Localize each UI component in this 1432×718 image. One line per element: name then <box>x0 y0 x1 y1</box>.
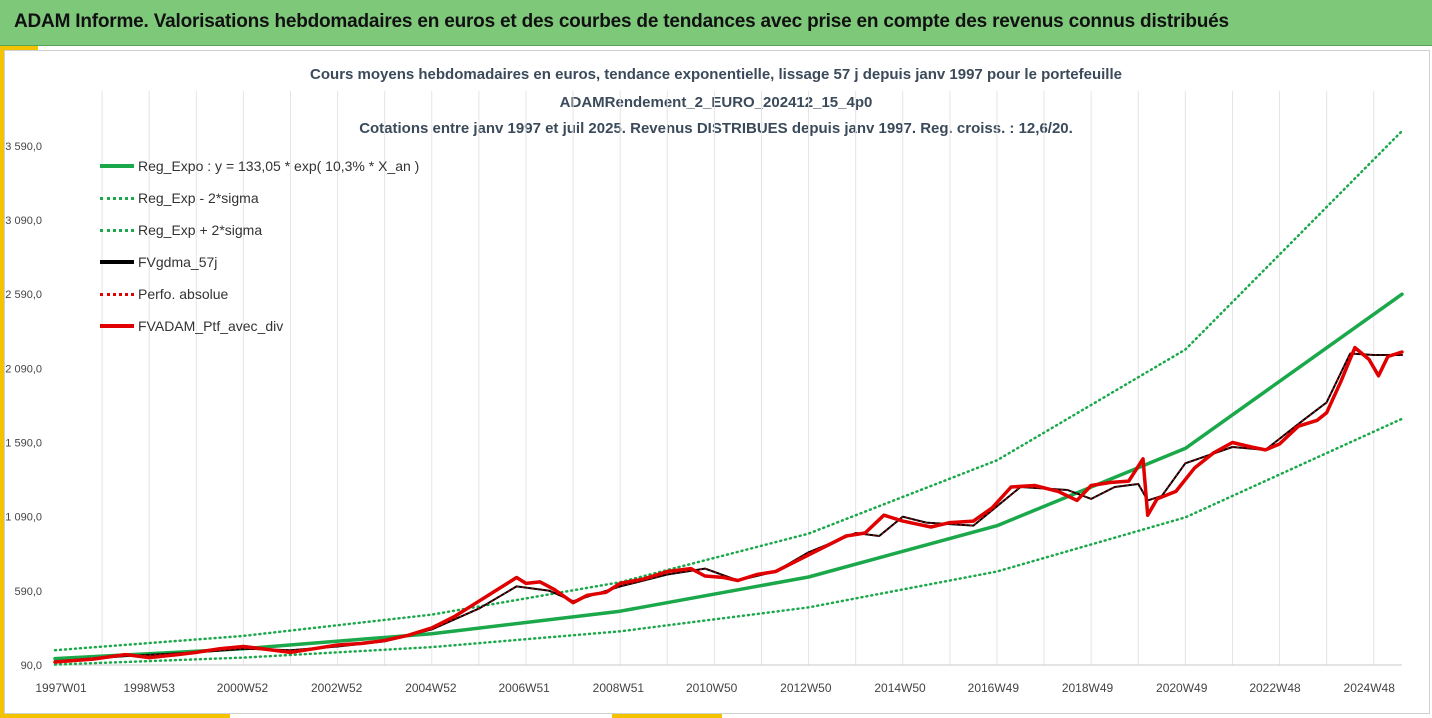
x-tick-label: 2000W52 <box>217 681 269 695</box>
legend-label: FVADAM_Ptf_avec_div <box>138 318 284 334</box>
legend-item: Reg_Expo : y = 133,05 * exp( 10,3% * X_a… <box>100 150 419 182</box>
accent-bar-bottom-center <box>612 714 722 718</box>
legend-swatch <box>100 260 134 264</box>
series-line <box>53 345 1404 664</box>
legend-label: Reg_Expo : y = 133,05 * exp( 10,3% * X_a… <box>138 158 420 174</box>
x-tick-label: 2014W50 <box>874 681 926 695</box>
y-tick-label: 2 590,0 <box>5 289 42 301</box>
legend-swatch <box>100 228 134 232</box>
legend-item: FVgdma_57j <box>100 246 419 278</box>
series-line <box>53 292 1404 661</box>
accent-bar-bottom <box>0 714 230 718</box>
y-tick-label: 1 590,0 <box>5 438 42 450</box>
series-line <box>53 129 1404 652</box>
series-line <box>54 352 1403 663</box>
y-tick-label: 3 090,0 <box>5 215 42 227</box>
x-tick-label: 2006W51 <box>498 681 550 695</box>
legend-label: Perfo. absolue <box>138 286 229 302</box>
y-tick-label: 90,0 <box>21 660 42 672</box>
chart-frame <box>4 50 1430 714</box>
x-tick-label: 1998W53 <box>124 681 176 695</box>
y-tick-label: 590,0 <box>14 586 42 598</box>
legend-item: Reg_Exp + 2*sigma <box>100 214 419 246</box>
legend-label: FVgdma_57j <box>138 254 218 270</box>
legend-swatch <box>100 196 134 200</box>
chart-title-line-1: Cours moyens hebdomadaires en euros, ten… <box>310 66 1122 83</box>
accent-bar <box>0 46 38 51</box>
series-line <box>54 353 1403 662</box>
legend-item: Reg_Exp - 2*sigma <box>100 182 419 214</box>
chart-title-line-3: Cotations entre janv 1997 et juil 2025. … <box>359 120 1073 137</box>
x-tick-label: 2022W48 <box>1249 681 1301 695</box>
x-tick-label: 2018W49 <box>1062 681 1114 695</box>
x-tick-label: 2008W51 <box>593 681 645 695</box>
x-tick-label: 2020W49 <box>1156 681 1208 695</box>
page-title: ADAM Informe. Valorisations hebdomadaire… <box>14 11 1229 32</box>
x-tick-label: 2004W52 <box>405 681 457 695</box>
legend-item: FVADAM_Ptf_avec_div <box>100 310 419 342</box>
legend-item: Perfo. absolue <box>100 278 419 310</box>
legend-label: Reg_Exp - 2*sigma <box>138 190 259 206</box>
header-banner: ADAM Informe. Valorisations hebdomadaire… <box>0 0 1432 46</box>
x-tick-label: 2024W48 <box>1344 681 1396 695</box>
y-tick-label: 1 090,0 <box>5 512 42 524</box>
legend-swatch <box>100 324 134 328</box>
series-line <box>53 417 1404 666</box>
y-tick-label: 2 090,0 <box>5 363 42 375</box>
x-tick-label: 2010W50 <box>686 681 738 695</box>
legend-swatch <box>100 292 134 296</box>
legend-swatch <box>100 164 134 168</box>
x-tick-label: 2012W50 <box>780 681 832 695</box>
chart-title-line-2: ADAMRendement_2_EURO_202412_15_4p0 <box>559 94 873 111</box>
legend-label: Reg_Exp + 2*sigma <box>138 222 263 238</box>
x-tick-label: 2002W52 <box>311 681 363 695</box>
x-tick-label: 2016W49 <box>968 681 1020 695</box>
y-tick-label: 3 590,0 <box>5 141 42 153</box>
accent-bar-vertical <box>0 46 4 718</box>
x-tick-label: 1997W01 <box>35 681 87 695</box>
chart-legend: Reg_Expo : y = 133,05 * exp( 10,3% * X_a… <box>100 150 419 342</box>
